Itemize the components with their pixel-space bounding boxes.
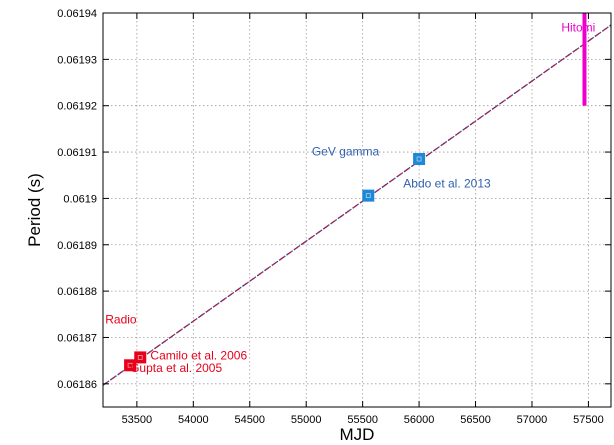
x-tick-label: 56500 — [460, 414, 491, 426]
fit-line — [103, 24, 611, 386]
y-axis-title: Period (s) — [25, 173, 44, 247]
annotation-label: Gupta et al. 2005 — [130, 361, 222, 375]
annotation-label: GeV gamma — [312, 144, 380, 158]
data-point-center — [137, 355, 143, 360]
data-point-center — [416, 156, 422, 162]
x-tick-label: 55000 — [291, 414, 322, 426]
annotation-label: Camilo et al. 2006 — [150, 348, 247, 362]
y-tick-label: 0.06193 — [57, 54, 97, 66]
data-point-center — [365, 193, 371, 199]
x-tick-label: 54000 — [178, 414, 209, 426]
x-tick-label: 57500 — [573, 414, 604, 426]
y-tick-label: 0.06186 — [57, 379, 97, 391]
y-tick-label: 0.0619 — [63, 193, 97, 205]
x-tick-label: 56000 — [404, 414, 435, 426]
y-tick-label: 0.06192 — [57, 101, 97, 113]
x-tick-label: 53500 — [122, 414, 153, 426]
axis-ticks: 53500 54000 54500 55000 55500 56000 56500 57000… — [57, 8, 611, 426]
data-points — [124, 13, 587, 372]
annotation-label: Radio — [105, 313, 137, 327]
y-tick-label: 0.06187 — [57, 332, 97, 344]
data-point-center — [127, 362, 133, 368]
data-point-marker — [413, 153, 426, 166]
y-tick-label: 0.06188 — [57, 286, 97, 298]
data-point-marker — [134, 351, 147, 364]
data-point-marker — [124, 359, 137, 372]
y-tick-label: 0.06189 — [57, 240, 97, 252]
plot-frame — [102, 12, 612, 408]
x-axis-title: MJD — [340, 425, 375, 444]
annotation-label: Abdo et al. 2013 — [403, 176, 491, 190]
x-tick-label: 54500 — [234, 414, 265, 426]
fit-lines — [103, 24, 611, 386]
y-tick-label: 0.06194 — [57, 8, 97, 20]
y-tick-label: 0.06191 — [57, 147, 97, 159]
data-point-marker — [362, 189, 375, 202]
annotation-label: Hitomi — [561, 21, 595, 35]
x-tick-label: 57000 — [517, 414, 548, 426]
x-tick-label: 55500 — [347, 414, 378, 426]
